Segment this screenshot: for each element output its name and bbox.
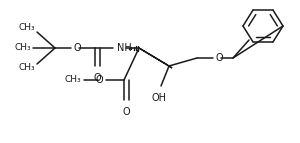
Text: O: O [74,43,82,53]
Text: CH₃: CH₃ [64,76,81,85]
Text: NH: NH [117,43,132,53]
Text: CH₃: CH₃ [18,63,35,73]
Text: OH: OH [152,93,166,103]
Text: CH₃: CH₃ [18,23,35,32]
Text: O: O [216,53,224,63]
Text: O: O [95,75,103,85]
Text: CH₃: CH₃ [14,43,31,52]
Polygon shape [139,48,172,68]
Text: O: O [93,73,101,83]
Text: O: O [122,107,130,117]
